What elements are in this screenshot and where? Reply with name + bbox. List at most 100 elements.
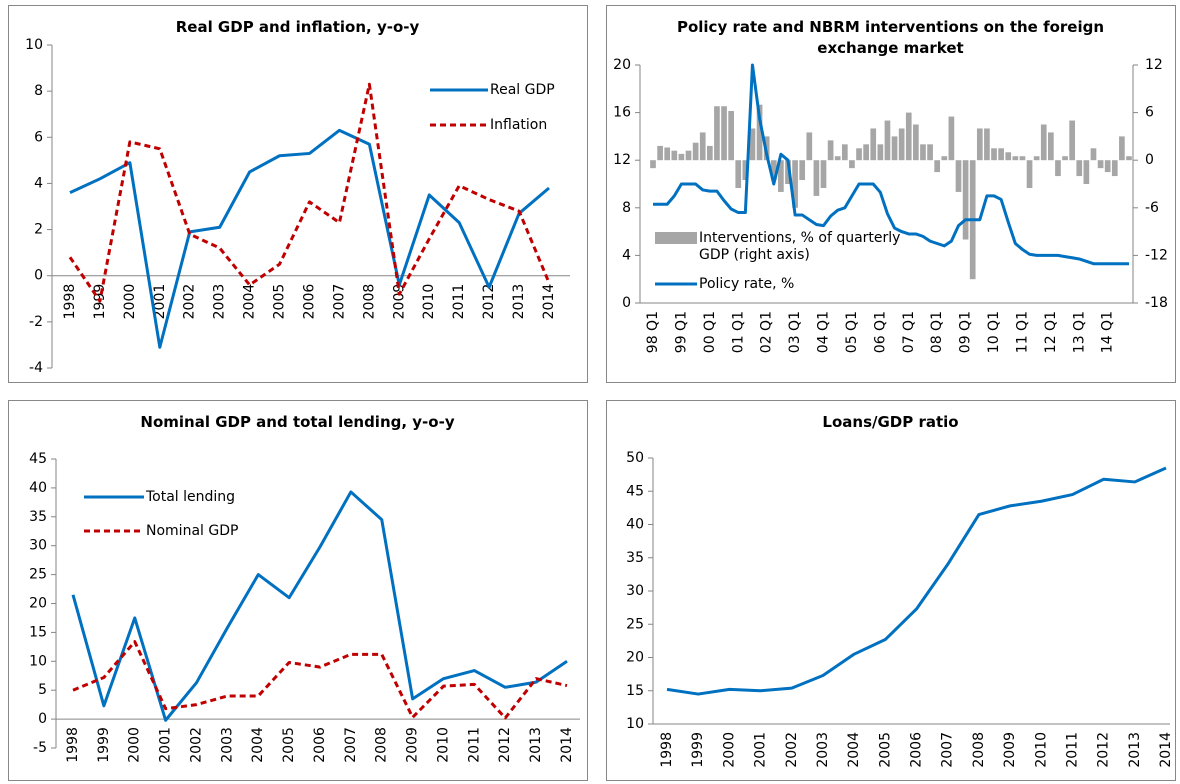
bar bbox=[1040, 124, 1047, 161]
y2-tick-label: -6 bbox=[1145, 200, 1159, 216]
bar bbox=[948, 116, 955, 161]
x-tick-label: 2010 bbox=[1033, 732, 1049, 768]
bar bbox=[770, 160, 777, 181]
y-tick-label: 10 bbox=[29, 653, 47, 669]
bar bbox=[905, 112, 912, 161]
legend-label: Inflation bbox=[490, 117, 548, 133]
y-tick-label: 45 bbox=[626, 483, 644, 499]
bar bbox=[1097, 160, 1104, 169]
bar bbox=[1005, 152, 1012, 161]
x-tick-label: 13 Q1 bbox=[1071, 311, 1087, 353]
x-tick-label: 2003 bbox=[212, 284, 228, 320]
legend-swatch bbox=[655, 232, 697, 244]
bar bbox=[991, 148, 997, 161]
bar bbox=[827, 140, 834, 161]
panel-border bbox=[606, 5, 1176, 383]
bar bbox=[856, 148, 862, 161]
x-tick-label: 2013 bbox=[528, 727, 544, 763]
y-tick-label: 25 bbox=[29, 567, 47, 583]
y-tick-label: 6 bbox=[34, 129, 43, 145]
y-tick-label: 8 bbox=[622, 200, 631, 216]
chart-title: Loans/GDP ratio bbox=[822, 413, 959, 431]
bar bbox=[685, 150, 692, 161]
bar bbox=[806, 132, 813, 161]
y-tick-label: 30 bbox=[626, 583, 644, 599]
bar bbox=[891, 136, 898, 161]
x-tick-label: 01 Q1 bbox=[730, 311, 746, 353]
bar bbox=[1062, 156, 1068, 161]
x-tick-label: 2005 bbox=[272, 284, 288, 320]
legend-label: Real GDP bbox=[490, 82, 555, 98]
y-tick-label: 4 bbox=[622, 247, 631, 263]
x-tick-label: 1998 bbox=[659, 732, 675, 768]
x-tick-label: 2014 bbox=[1158, 732, 1174, 768]
bar bbox=[962, 160, 969, 240]
bar bbox=[841, 144, 848, 161]
y-tick-label: 15 bbox=[29, 624, 47, 640]
y-tick-label: -2 bbox=[29, 314, 43, 330]
y-tick-label: 0 bbox=[34, 268, 43, 284]
x-tick-label: 2005 bbox=[877, 732, 893, 768]
bar bbox=[728, 111, 734, 161]
bar bbox=[1083, 160, 1090, 184]
x-tick-label: 2014 bbox=[559, 727, 575, 763]
legend-label: Total lending bbox=[146, 489, 236, 505]
bar bbox=[863, 144, 869, 161]
bar bbox=[1012, 156, 1019, 161]
bar bbox=[849, 160, 855, 169]
x-tick-label: 2011 bbox=[451, 284, 467, 320]
x-tick-label: 09 Q1 bbox=[958, 311, 974, 353]
bar bbox=[756, 104, 763, 161]
x-tick-label: 2004 bbox=[250, 727, 266, 763]
y-tick-label: 0 bbox=[622, 295, 631, 311]
x-tick-label: 2001 bbox=[753, 732, 769, 768]
y-tick-label: 40 bbox=[626, 517, 644, 533]
x-tick-label: 11 Q1 bbox=[1014, 311, 1030, 353]
y-tick-label: 10 bbox=[25, 37, 43, 53]
x-tick-label: 2012 bbox=[481, 284, 497, 320]
x-tick-label: 06 Q1 bbox=[872, 311, 888, 353]
bar bbox=[749, 128, 756, 161]
bar bbox=[955, 160, 962, 192]
y-tick-label: 8 bbox=[34, 83, 43, 99]
x-tick-label: 2002 bbox=[189, 727, 205, 763]
bar bbox=[1119, 136, 1125, 161]
x-tick-label: 99 Q1 bbox=[673, 311, 689, 353]
y2-tick-label: 6 bbox=[1145, 105, 1154, 121]
bar bbox=[984, 128, 990, 161]
y-tick-label: -5 bbox=[33, 740, 47, 756]
x-tick-label: 2004 bbox=[846, 732, 862, 768]
y2-tick-label: -12 bbox=[1145, 247, 1168, 263]
y-tick-label: 50 bbox=[626, 450, 644, 466]
bar bbox=[927, 144, 933, 161]
x-tick-label: 08 Q1 bbox=[929, 311, 945, 353]
bar bbox=[799, 160, 806, 181]
line-series bbox=[69, 128, 550, 349]
y-tick-label: 10 bbox=[626, 716, 644, 732]
x-tick-label: 10 Q1 bbox=[986, 311, 1002, 353]
y-tick-label: 15 bbox=[626, 683, 644, 699]
x-tick-label: 2011 bbox=[466, 727, 482, 763]
y-tick-label: 20 bbox=[626, 650, 644, 666]
bar bbox=[1104, 160, 1111, 173]
x-tick-label: 2006 bbox=[312, 727, 328, 763]
bar bbox=[1069, 120, 1076, 161]
bar bbox=[785, 160, 791, 184]
bar bbox=[941, 156, 948, 161]
y-tick-label: 12 bbox=[613, 152, 631, 168]
y2-tick-label: -18 bbox=[1145, 295, 1168, 311]
bar bbox=[692, 142, 699, 161]
x-tick-label: 02 Q1 bbox=[759, 311, 775, 353]
x-tick-label: 2006 bbox=[302, 284, 318, 320]
y-tick-label: 4 bbox=[34, 175, 43, 191]
chart-title: Real GDP and inflation, y-o-y bbox=[175, 18, 420, 36]
legend-label: Policy rate, % bbox=[699, 276, 795, 292]
x-tick-label: 00 Q1 bbox=[702, 311, 718, 353]
y-tick-label: 45 bbox=[29, 451, 47, 467]
legend-label: Interventions, % of quarterly GDP (right… bbox=[699, 230, 901, 263]
x-tick-label: 2014 bbox=[541, 284, 557, 320]
x-tick-label: 2011 bbox=[1064, 732, 1080, 768]
bar bbox=[721, 106, 727, 161]
x-tick-label: 2005 bbox=[281, 727, 297, 763]
bar bbox=[913, 124, 919, 161]
